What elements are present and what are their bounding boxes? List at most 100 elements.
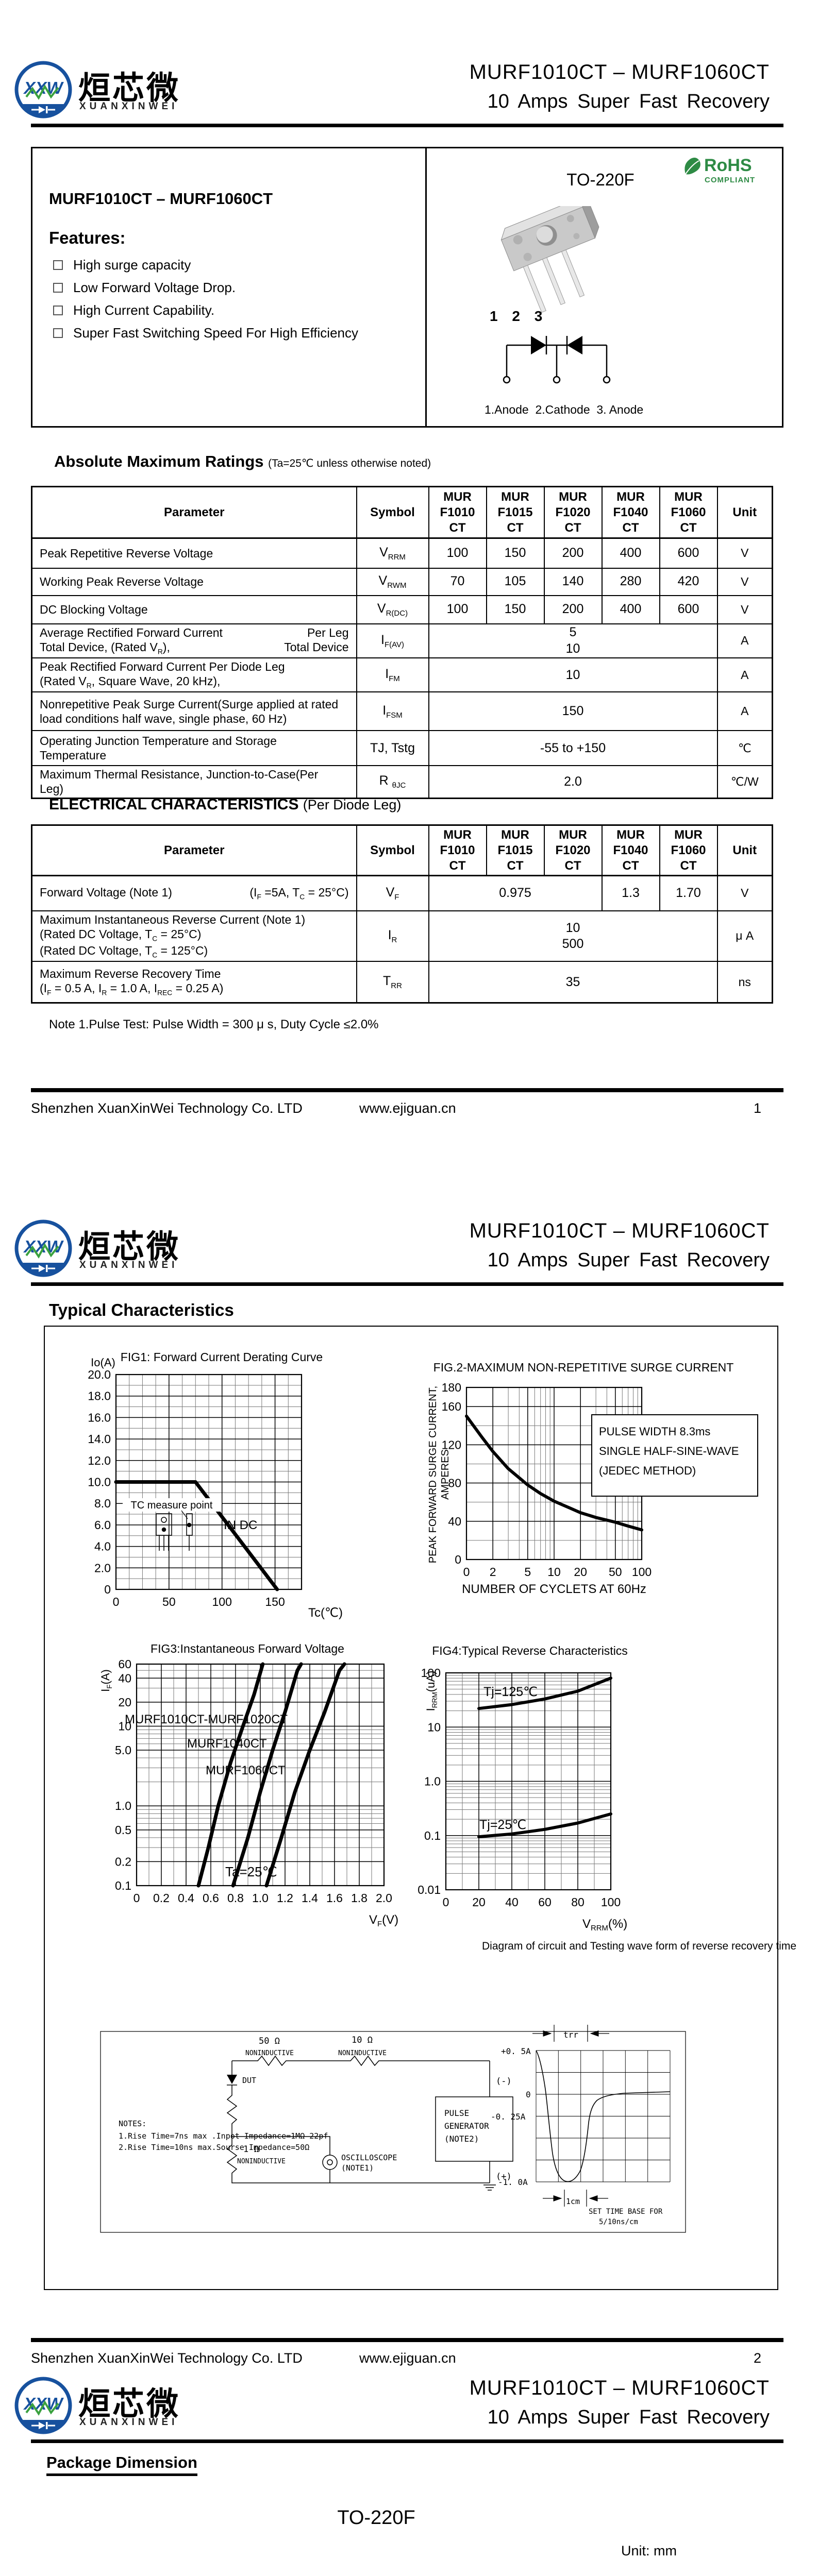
pos-terminal-label: (+) bbox=[496, 2172, 512, 2182]
value-cell: 420 bbox=[659, 567, 718, 596]
doc-subtitle: 10 Amps Super Fast Recovery bbox=[487, 1249, 770, 1271]
company-name-cn: 烜芯微 bbox=[78, 69, 181, 107]
doc-subtitle: 10 Amps Super Fast Recovery bbox=[487, 91, 770, 112]
pulse-gen-label-1: PULSE bbox=[444, 2108, 469, 2118]
value-cell: 100 bbox=[428, 537, 487, 569]
footer-website: www.ejiguan.cn bbox=[359, 2350, 456, 2366]
value-cell: 400 bbox=[601, 537, 660, 569]
typical-characteristics-title: Typical Characteristics bbox=[49, 1300, 234, 1319]
pulse-gen-label-3: (NOTE2) bbox=[444, 2134, 479, 2144]
r1-label: 1 Ω bbox=[243, 2144, 259, 2155]
checkbox-icon bbox=[53, 305, 63, 315]
checkbox-icon bbox=[53, 282, 63, 293]
pulse-test-note: Note 1.Pulse Test: Pulse Width = 300 μ s… bbox=[49, 1018, 379, 1031]
ec-title-text: ELECTRICAL CHARACTERISTICS bbox=[49, 796, 299, 813]
test-circuit-diagram: 50 Ω NONINDUCTIVE 10 Ω NONINDUCTIVE DUT … bbox=[100, 2025, 686, 2233]
electrical-characteristics-table: Parameter Symbol MUR F1010 CT MUR F1015 CT MUR F1… bbox=[31, 824, 773, 1004]
column-header: MUR F1015 CT bbox=[486, 824, 545, 876]
unit-cell: V bbox=[716, 537, 773, 569]
value-cell: 0.975 bbox=[428, 875, 603, 911]
feature-item: Super Fast Switching Speed For High Effi… bbox=[53, 321, 414, 344]
parameter-cell: DC Blocking Voltage bbox=[31, 595, 357, 624]
note-line-2: 2.Rise Time=10ns max.Sourse Impedance=50… bbox=[119, 2143, 309, 2152]
symbol-cell: R θJC bbox=[356, 765, 429, 799]
doc-title: MURF1010CT – MURF1060CT bbox=[469, 1219, 770, 1242]
value-cell: 200 bbox=[543, 595, 603, 624]
parameter-cell: Peak Rectified Forward Current Per Diode… bbox=[31, 657, 357, 693]
checkbox-icon bbox=[53, 328, 63, 338]
column-header: MUR F1020 CT bbox=[543, 486, 603, 539]
feature-label: Super Fast Switching Speed For High Effi… bbox=[73, 325, 359, 341]
company-name-cn: 烜芯微 bbox=[78, 1228, 181, 1265]
wave-minus025-label: -0. 25A bbox=[491, 2112, 526, 2122]
column-header: MUR F1010 CT bbox=[428, 486, 487, 539]
value-cell: 100 bbox=[428, 595, 487, 624]
table-row: Forward Voltage (Note 1) (IF =5A, TC = 25… bbox=[31, 875, 773, 911]
rohs-text: RoHS bbox=[704, 156, 752, 175]
value-cell: 150 bbox=[486, 537, 545, 569]
ec-cond-text: (Per Diode Leg) bbox=[303, 797, 402, 812]
data-table: Parameter Symbol MUR F1010 CT MUR F1015 CT MUR F1… bbox=[31, 486, 773, 799]
value-cell: 70 bbox=[428, 567, 487, 596]
wave-plus05-label: +0. 5A bbox=[501, 2046, 531, 2056]
package-pin-numbers: 1 2 3 bbox=[490, 308, 548, 324]
trr-label: trr bbox=[563, 2030, 578, 2040]
diode-2-symbol bbox=[567, 336, 582, 354]
feature-label: High Current Capability. bbox=[73, 302, 215, 318]
unit-cell: ℃/W bbox=[716, 765, 773, 799]
feature-item: High Current Capability. bbox=[53, 299, 414, 321]
value-cell: 150 bbox=[428, 691, 718, 732]
cm-label: 1cm bbox=[566, 2197, 580, 2206]
unit-cell: V bbox=[716, 875, 773, 911]
unit-label: Unit: mm bbox=[621, 2543, 677, 2558]
r50-nonind-label: NONINDUCTIVE bbox=[245, 2049, 294, 2057]
parameter-cell: Maximum Reverse Recovery Time (IF = 0.5 A… bbox=[31, 961, 357, 1004]
r50-label: 50 Ω bbox=[259, 2036, 280, 2046]
table-row: DC Blocking Voltage VR(DC) 100 150 200 400 600… bbox=[31, 595, 773, 624]
value-cell: 600 bbox=[659, 537, 718, 569]
part-range-title: MURF1010CT – MURF1060CT bbox=[49, 190, 273, 208]
value-cell: 35 bbox=[428, 961, 718, 1004]
parameter-cell: Maximum Instantaneous Reverse Current (N… bbox=[31, 910, 357, 962]
rohs-logo: RoHS COMPLIANT bbox=[681, 155, 772, 185]
symbol-cell: IR bbox=[356, 910, 429, 962]
r1-nonind-label: NONINDUCTIVE bbox=[237, 2158, 286, 2165]
table-row: Nonrepetitive Peak Surge Current(Surge a… bbox=[31, 691, 773, 732]
notes-title: NOTES: bbox=[119, 2119, 146, 2128]
package-dimension-title: Package Dimension bbox=[46, 2453, 197, 2476]
column-header: Symbol bbox=[356, 486, 429, 539]
unit-cell: A bbox=[716, 623, 773, 658]
table-row: Peak Rectified Forward Current Per Diode… bbox=[31, 657, 773, 693]
features-title: Features: bbox=[49, 228, 126, 247]
column-header: Parameter bbox=[31, 824, 357, 876]
value-cell: 105 bbox=[486, 567, 545, 596]
column-header: Unit bbox=[716, 486, 773, 539]
neg-terminal-label: (-) bbox=[496, 2076, 512, 2087]
symbol-cell: TRR bbox=[356, 961, 429, 1004]
r10-nonind-label: NONINDUCTIVE bbox=[338, 2049, 387, 2057]
trr-curve bbox=[536, 2050, 671, 2182]
dut-label: DUT bbox=[242, 2076, 256, 2085]
data-table: Parameter Symbol MUR F1010 CT MUR F1015 CT MUR F1… bbox=[31, 824, 773, 1004]
column-header: MUR F1020 CT bbox=[543, 824, 603, 876]
value-cell: 140 bbox=[543, 567, 603, 596]
symbol-cell: VRRM bbox=[356, 537, 429, 569]
feature-label: Low Forward Voltage Drop. bbox=[73, 279, 236, 295]
doc-title: MURF1010CT – MURF1060CT bbox=[469, 2377, 770, 2399]
column-header: MUR F1040 CT bbox=[601, 486, 660, 539]
value-cell: 1.70 bbox=[659, 875, 718, 911]
ec-heading: ELECTRICAL CHARACTERISTICS (Per Diode Le… bbox=[49, 796, 401, 814]
timebase-label-1: SET TIME BASE FOR bbox=[589, 2208, 663, 2216]
header-rule bbox=[31, 1282, 783, 1286]
header-rule bbox=[31, 124, 783, 127]
table-header-row: Parameter Symbol MUR F1010 CT MUR F1015 CT MUR F1… bbox=[31, 824, 773, 876]
typical-characteristics-box bbox=[44, 1326, 778, 2290]
footer-page-number: 1 bbox=[754, 1100, 762, 1116]
page-footer: Shenzhen XuanXinWei Technology Co. LTD w… bbox=[0, 2338, 818, 2379]
footer-rule bbox=[31, 1088, 783, 1092]
diode-1-symbol bbox=[531, 336, 546, 354]
parameter-cell: Operating Junction Temperature and Stora… bbox=[31, 730, 357, 767]
header-rule bbox=[31, 2439, 783, 2443]
value-cell: -55 to +150 bbox=[428, 730, 718, 767]
unit-cell: A bbox=[716, 691, 773, 732]
